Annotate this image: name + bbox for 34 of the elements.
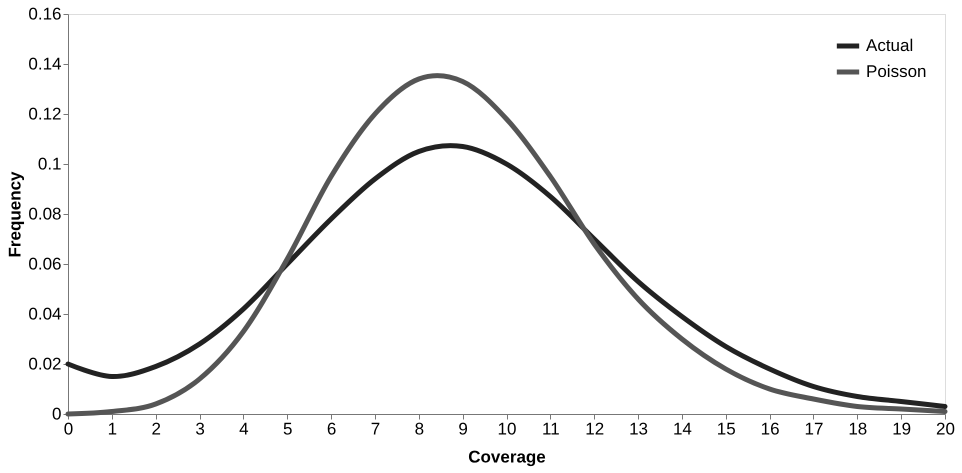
x-tick-label: 19 [892,420,912,438]
x-tick-label: 1 [108,420,118,438]
x-tick-label: 20 [936,420,955,438]
y-tick-label: 0.1 [38,154,62,174]
y-tick-label: 0.12 [28,104,62,124]
y-tick-label: 0 [52,404,62,424]
x-tick-label: 2 [151,420,161,438]
x-tick-label: 13 [629,420,648,438]
y-axis-title: Frequency [5,170,24,258]
x-tick-label: 6 [326,420,336,438]
y-tick-label: 0.14 [28,54,62,74]
legend-label: Poisson [866,62,926,81]
x-tick-label: 17 [804,420,824,438]
x-tick-label: 4 [239,420,249,438]
y-tick-label: 0.04 [28,304,62,324]
x-axis-title: Coverage [468,448,546,466]
x-tick-label: 0 [64,420,74,438]
x-tick-label: 12 [585,420,604,438]
x-tick-label: 10 [498,420,516,438]
x-tick-label: 16 [760,420,780,438]
y-tick-label: 0.02 [28,354,62,374]
x-tick-label: 14 [672,420,692,438]
x-tick-label: 15 [716,420,736,438]
x-tick-label: 18 [848,420,868,438]
y-tick-label: 0.08 [28,204,62,224]
y-tick-label: 0.16 [28,4,62,24]
x-tick-label: 9 [458,420,468,438]
x-tick-label: 8 [414,420,424,438]
x-tick-label: 7 [370,420,380,438]
legend-label: Actual [866,36,914,55]
x-tick-label: 11 [542,420,560,438]
x-tick-label: 5 [283,420,292,438]
x-tick-label: 3 [195,420,205,438]
y-tick-label: 0.06 [28,254,62,274]
